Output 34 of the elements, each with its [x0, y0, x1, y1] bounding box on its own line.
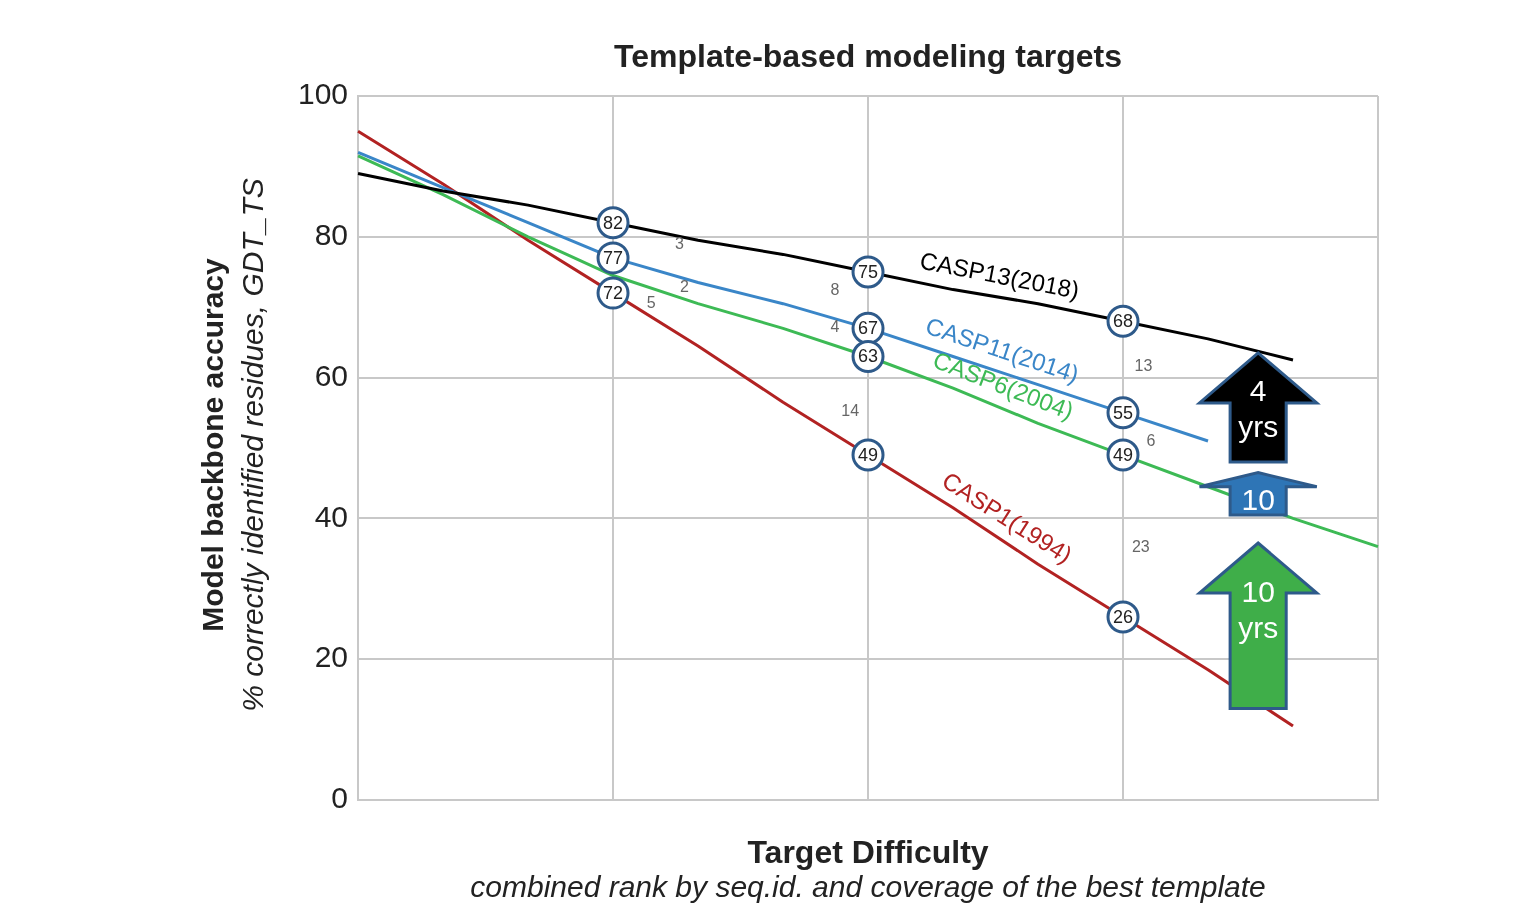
y-axis-title: Model backbone accuracy	[196, 257, 230, 634]
annotation: 13	[1133, 356, 1154, 377]
annotation: 4	[830, 317, 840, 335]
data-label: 82	[603, 212, 624, 233]
annotation: 23	[1130, 537, 1151, 558]
x-axis-title: Target Difficulty	[746, 834, 990, 871]
annotation: 2	[679, 277, 689, 295]
y-tick-label: 20	[314, 640, 349, 674]
data-label: 49	[858, 445, 879, 466]
data-label: 67	[858, 318, 879, 339]
annotation: 5	[646, 293, 656, 311]
text: combined rank by seq.id. and coverage of the best template	[469, 870, 1267, 904]
annotation: 8	[830, 281, 840, 299]
annotation: 10	[1240, 482, 1276, 519]
y-tick-label: 0	[331, 781, 349, 815]
data-label: 72	[603, 283, 624, 304]
data-label: 68	[1113, 311, 1134, 332]
y-tick-label: 40	[314, 499, 349, 533]
annotation: 14	[840, 400, 861, 421]
annotation: 10 yrs	[1237, 573, 1280, 646]
data-label: 55	[1113, 402, 1134, 423]
data-label: 49	[1113, 445, 1134, 466]
annotation: 4 yrs	[1237, 373, 1280, 446]
data-label: 75	[858, 261, 879, 282]
annotation: 3	[674, 234, 684, 252]
annotation: 6	[1146, 431, 1156, 449]
y-tick-label: 60	[314, 358, 349, 392]
text: % correctly identified residues, GDT_TS	[236, 177, 270, 714]
data-label: 63	[858, 346, 879, 367]
data-label: 77	[603, 247, 624, 268]
y-tick-label: 100	[297, 77, 349, 111]
y-tick-label: 80	[314, 218, 349, 252]
data-label: 26	[1113, 606, 1134, 627]
chart-title: Template-based modeling targets	[613, 38, 1123, 75]
